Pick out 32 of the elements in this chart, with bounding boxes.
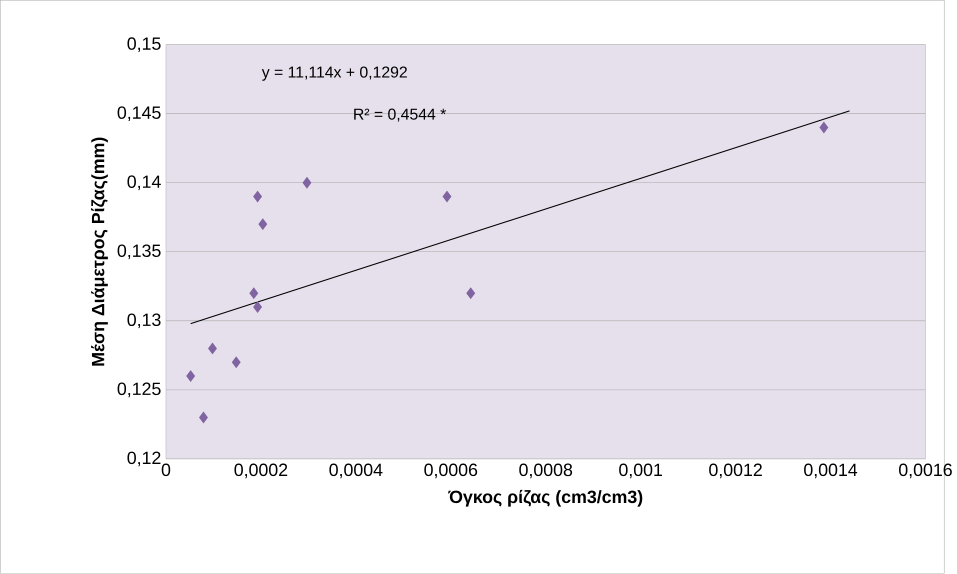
- point: [232, 356, 241, 368]
- point: [199, 412, 208, 424]
- y-tick-label: 0,135: [118, 244, 161, 260]
- x-tick-label: 0,0008: [519, 464, 572, 478]
- y-tick-label: 0,12: [127, 452, 160, 466]
- y-tick-label: 0,13: [127, 314, 161, 328]
- point: [258, 218, 268, 230]
- point: [466, 288, 476, 300]
- x-tick-label: 0,0004: [329, 464, 382, 478]
- annotation: y = 11,114x + 0,1292: [262, 66, 407, 81]
- x-tick-label: 0,001: [619, 464, 662, 478]
- x-tick-label: 0,0012: [709, 464, 762, 478]
- y-tick-label: 0,14: [127, 176, 161, 190]
- point: [253, 190, 262, 203]
- y-axis-title: Μέση Διάμετρος Ρίζας(mm): [91, 138, 108, 366]
- y-tick-label: 0,15: [127, 38, 161, 52]
- y-tick-label: 0,125: [118, 382, 161, 398]
- x-axis-title: Όγκος ρίζας (cm3/cm3): [448, 490, 642, 507]
- x-tick-label: 0,0014: [804, 464, 858, 478]
- point: [819, 122, 828, 134]
- point: [302, 177, 312, 189]
- x-tick-label: 0,0016: [899, 464, 952, 478]
- x-tick-label: 0,0002: [234, 464, 288, 478]
- x-tick-label: 0,0006: [424, 464, 478, 478]
- x-tick-label: 0: [162, 464, 170, 476]
- annotation: R² = 0,4544 *: [354, 108, 446, 122]
- point: [186, 370, 196, 382]
- y-tick-label: 0,145: [118, 106, 161, 122]
- point: [442, 190, 452, 203]
- point: [249, 288, 258, 300]
- point: [253, 301, 262, 314]
- point: [208, 342, 217, 354]
